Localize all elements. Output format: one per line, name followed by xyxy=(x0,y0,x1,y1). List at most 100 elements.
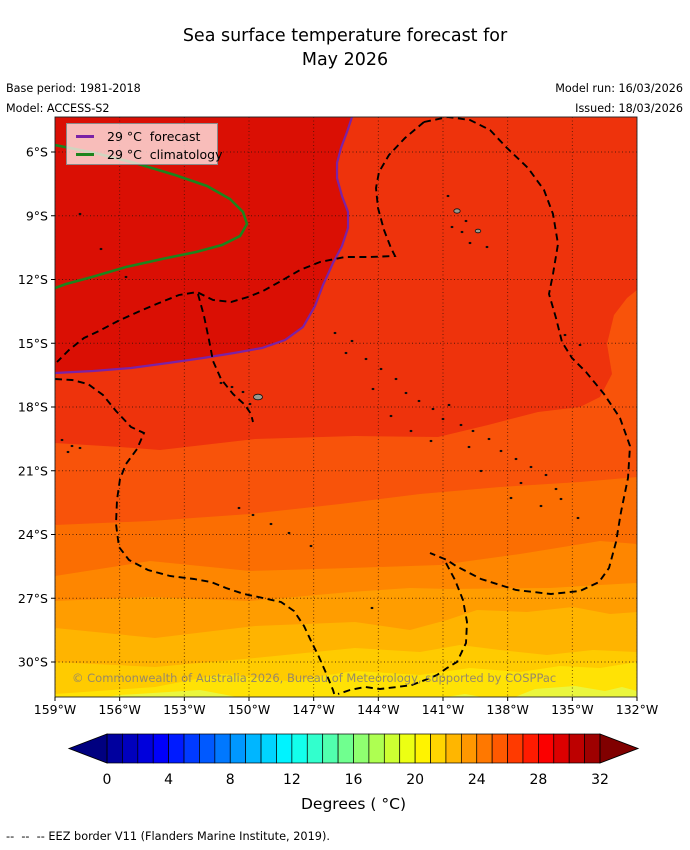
longitude-tick-label: 138°W xyxy=(486,702,528,717)
colorbar-cell xyxy=(337,733,354,764)
latitude-tick-label: 27°S xyxy=(18,591,48,606)
colorbar-cell xyxy=(522,733,539,764)
island-marker xyxy=(453,208,461,214)
copyright-text: © Commonwealth of Australia 2026, Bureau… xyxy=(72,671,556,685)
island-marker xyxy=(499,449,503,453)
title-line-2: May 2026 xyxy=(301,50,389,70)
island-marker xyxy=(219,381,223,385)
latitude-tick-label: 24°S xyxy=(18,527,48,542)
island-marker xyxy=(554,487,558,491)
colorbar-title: Degrees ( °C) xyxy=(301,795,406,813)
longitude-tick-label: 159°W xyxy=(34,702,76,717)
colorbar-cell xyxy=(291,733,308,764)
colorbar-cell xyxy=(383,733,401,764)
island-marker xyxy=(487,437,491,441)
island-marker xyxy=(559,497,563,501)
colorbar-cell xyxy=(507,733,524,764)
longitude-tick-label: 147°W xyxy=(292,702,334,717)
island-marker xyxy=(485,245,489,249)
colorbar-cell xyxy=(260,733,277,764)
island-marker xyxy=(333,331,337,335)
island-marker xyxy=(251,513,255,517)
eez-border-path xyxy=(337,562,468,695)
colorbar-cell xyxy=(199,733,216,764)
colorbar-cell xyxy=(491,733,508,764)
colorbar-cell xyxy=(245,733,262,764)
colorbar-cell xyxy=(306,733,324,764)
title-line-1: Sea surface temperature forecast for xyxy=(182,26,508,46)
island-marker xyxy=(230,385,234,389)
island-marker xyxy=(99,247,103,251)
longitude-tick-label: 150°W xyxy=(228,702,270,717)
colorbar-cell xyxy=(168,733,185,764)
forecast-29c-contour xyxy=(55,117,354,375)
colorbar-cell xyxy=(399,733,416,764)
colorbar-tick-label: 24 xyxy=(468,772,486,788)
island-marker xyxy=(404,391,408,395)
colorbar-tick-label: 8 xyxy=(226,772,235,788)
latitude-tick-label: 6°S xyxy=(26,145,48,160)
eez-footnote: -- -- -- EEZ border V11 (Flanders Marine… xyxy=(6,830,330,843)
eez-border-path xyxy=(56,121,425,363)
island-marker xyxy=(287,531,291,535)
meta-left: Base period: 1981-2018 Model: ACCESS-S2 xyxy=(6,79,141,119)
temperature-band xyxy=(105,686,637,697)
island-marker xyxy=(459,423,463,427)
latitude-tick-label: 15°S xyxy=(18,336,48,351)
island-marker xyxy=(467,445,471,449)
island-marker xyxy=(479,469,483,473)
colorbar-cell xyxy=(584,733,601,764)
colorbar-cell xyxy=(106,733,123,764)
island-marker xyxy=(429,439,433,443)
island-marker xyxy=(344,351,348,355)
island-marker xyxy=(78,212,82,216)
climatology-line-swatch xyxy=(76,152,94,156)
island-marker xyxy=(394,377,398,381)
island-marker xyxy=(509,496,513,500)
latitude-tick-label: 18°S xyxy=(18,400,48,415)
colorbar-cell xyxy=(553,733,570,764)
island-marker xyxy=(431,407,435,411)
colorbar-cell xyxy=(214,733,231,764)
island-marker xyxy=(563,333,567,337)
island-marker xyxy=(241,390,245,394)
island-marker xyxy=(460,230,464,234)
island-marker xyxy=(253,393,263,401)
latitude-tick-label: 12°S xyxy=(18,272,48,287)
island-marker xyxy=(409,429,413,433)
island-marker xyxy=(417,399,421,403)
island-marker xyxy=(529,465,533,469)
island-marker xyxy=(450,225,454,229)
island-marker xyxy=(446,194,450,198)
figure-title: Sea surface temperature forecast for May… xyxy=(0,24,690,72)
colorbar-tick-label: 12 xyxy=(283,772,301,788)
colorbar-cell xyxy=(460,733,478,764)
island-marker xyxy=(389,414,393,418)
island-marker xyxy=(309,544,313,548)
climatology-legend-label: 29 °C climatology xyxy=(107,146,223,162)
longitude-tick-label: 156°W xyxy=(98,702,140,717)
issued-text: Issued: 18/03/2026 xyxy=(575,102,683,115)
island-marker xyxy=(350,339,354,343)
colorbar-tick-label: 16 xyxy=(345,772,363,788)
colorbar-cell xyxy=(430,733,447,764)
axes-group: 159°W 156°W 153°W 150°W 147°W 144°W 141°W 138°W… xyxy=(18,145,658,718)
island-marker xyxy=(379,367,383,371)
forecast-line-swatch xyxy=(76,134,94,138)
colorbar-tick-label: 0 xyxy=(103,772,112,788)
island-marker xyxy=(66,450,70,454)
longitude-tick-label: 153°W xyxy=(163,702,205,717)
longitude-tick-label: 144°W xyxy=(357,702,399,717)
island-marker xyxy=(514,457,518,461)
island-marker xyxy=(237,506,241,510)
island-marker xyxy=(269,522,273,526)
island-marker xyxy=(248,402,252,406)
island-marker xyxy=(468,241,472,245)
colorbar-cell xyxy=(414,733,431,764)
island-marker xyxy=(447,403,451,407)
colorbar-cell xyxy=(538,733,555,764)
longitude-tick-label: 141°W xyxy=(422,702,464,717)
temperature-band xyxy=(55,662,637,697)
eez-border-path xyxy=(197,293,254,423)
colorbar-cell xyxy=(276,733,293,764)
